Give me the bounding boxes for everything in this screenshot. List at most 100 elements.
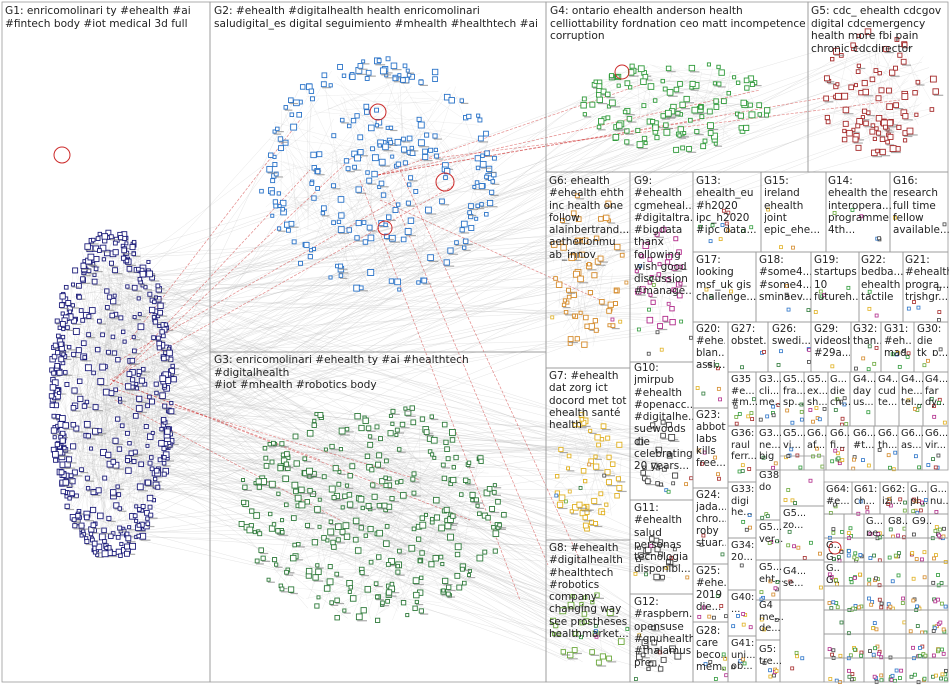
node [876, 115, 882, 121]
node [288, 587, 293, 592]
node [350, 74, 355, 79]
node [446, 592, 450, 596]
group-frame [864, 538, 884, 562]
node-label-tick [481, 168, 491, 169]
self-loop [54, 147, 70, 163]
node [324, 586, 330, 592]
node [433, 456, 436, 459]
node [660, 348, 663, 351]
node [155, 391, 158, 394]
node [943, 421, 946, 424]
node [570, 510, 573, 513]
node [68, 310, 71, 313]
node-label-tick [664, 128, 673, 129]
node [157, 341, 162, 346]
node [406, 69, 409, 72]
node-label-tick [72, 324, 81, 325]
node [271, 441, 275, 445]
node [875, 628, 878, 631]
node [588, 290, 592, 294]
node-label-tick [610, 106, 620, 107]
node [401, 147, 406, 152]
node [395, 433, 398, 436]
node [819, 586, 822, 589]
node [297, 542, 301, 546]
node [59, 303, 64, 308]
node [457, 585, 462, 590]
group-label-g64: G64: #e... [826, 484, 852, 512]
node [674, 147, 679, 152]
node [414, 189, 418, 193]
node [401, 78, 406, 83]
node [355, 236, 359, 240]
node-label-tick [68, 349, 75, 350]
node-label-tick [87, 438, 95, 439]
node [116, 417, 120, 421]
node [818, 418, 821, 421]
node [125, 259, 129, 263]
node [875, 127, 878, 130]
node [57, 334, 61, 338]
node [153, 320, 157, 324]
node [138, 324, 144, 330]
node [65, 382, 69, 386]
node [146, 404, 150, 408]
node [828, 648, 831, 651]
node [119, 397, 122, 400]
node-label-tick [103, 533, 112, 534]
node [597, 125, 601, 129]
node [384, 541, 390, 547]
node [366, 426, 370, 430]
node [358, 64, 363, 69]
node [448, 534, 454, 540]
node [339, 428, 345, 434]
node [555, 475, 558, 478]
node [153, 477, 156, 480]
node [332, 184, 336, 188]
node-label-tick [72, 286, 79, 287]
node [784, 498, 787, 501]
node [84, 421, 90, 427]
node-label-tick [279, 535, 289, 536]
node [358, 496, 364, 502]
node [368, 125, 374, 131]
node [617, 84, 620, 87]
node [376, 555, 381, 560]
node-label-tick [578, 508, 587, 509]
node-label-tick [72, 307, 79, 308]
node-label-tick [289, 103, 298, 104]
node [106, 452, 111, 457]
node [309, 89, 313, 93]
node [80, 468, 84, 472]
node [880, 602, 883, 605]
node [107, 295, 111, 299]
node [930, 76, 936, 82]
node [70, 491, 75, 496]
node [867, 368, 870, 371]
node [777, 363, 780, 366]
node [276, 529, 280, 533]
node [839, 654, 842, 657]
node [610, 74, 614, 78]
node-label-tick [594, 526, 602, 527]
node [912, 533, 915, 536]
node-label-tick [66, 468, 75, 469]
node [374, 582, 378, 586]
node [135, 519, 138, 522]
node [653, 99, 657, 103]
node [326, 539, 329, 542]
node [910, 675, 913, 678]
node [98, 379, 104, 385]
node [463, 239, 468, 244]
node [382, 503, 387, 508]
node [836, 83, 839, 86]
node [918, 466, 921, 469]
group-label-g5: G5: cdc_ ehealth cdcgov digital cdcemerg… [811, 5, 949, 55]
node [856, 70, 860, 74]
node-label-tick [316, 174, 324, 175]
node [128, 526, 131, 529]
node-label-tick [560, 452, 568, 453]
node [487, 486, 492, 491]
node [60, 294, 65, 299]
node [267, 578, 270, 581]
